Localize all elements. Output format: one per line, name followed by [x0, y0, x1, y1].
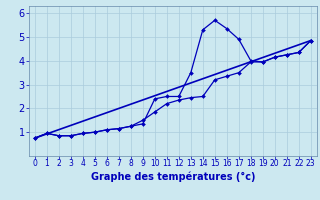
X-axis label: Graphe des températures (°c): Graphe des températures (°c) — [91, 171, 255, 182]
